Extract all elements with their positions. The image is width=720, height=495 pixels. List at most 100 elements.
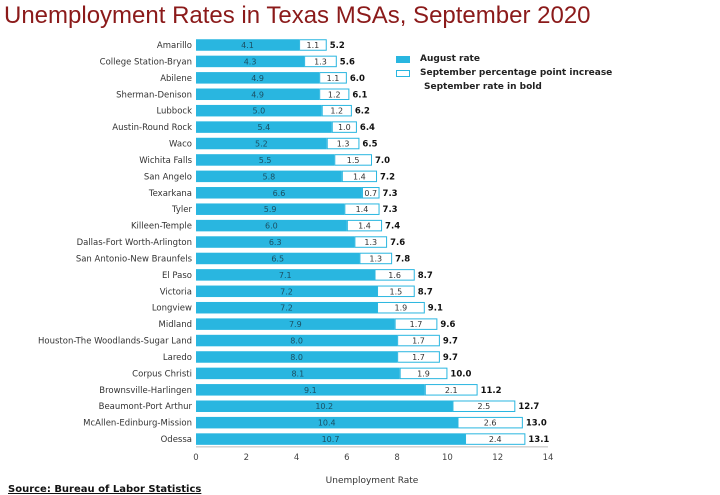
value-label-august-dallas-fort-worth-arlington: 6.3 bbox=[269, 238, 282, 247]
value-label-august-corpus-christi: 8.1 bbox=[291, 369, 304, 378]
bar-september-increase-san-antonio-new-braunfels bbox=[359, 252, 393, 265]
value-label-september-victoria: 8.7 bbox=[418, 287, 433, 297]
x-tick-label-10: 10 bbox=[442, 453, 453, 463]
bar-august-midland bbox=[196, 318, 395, 330]
bar-september-increase-corpus-christi bbox=[399, 367, 448, 380]
category-label-midland: Midland bbox=[159, 320, 192, 330]
bar-september-increase-waco bbox=[326, 137, 360, 150]
value-label-increase-college-station-bryan: 1.3 bbox=[314, 57, 327, 66]
bar-september-increase-college-station-bryan bbox=[304, 55, 337, 68]
value-label-september-beaumont-port-arthur: 12.7 bbox=[518, 402, 539, 412]
value-label-september-el-paso: 8.7 bbox=[418, 271, 433, 281]
category-label-san-angelo: San Angelo bbox=[144, 172, 192, 182]
bar-august-austin-round-rock bbox=[196, 121, 332, 133]
value-label-increase-killeen-temple: 1.4 bbox=[358, 222, 371, 231]
value-label-increase-corpus-christi: 1.9 bbox=[417, 369, 430, 378]
bar-september-increase-san-angelo bbox=[341, 170, 378, 183]
value-label-september-corpus-christi: 10.0 bbox=[450, 369, 471, 379]
x-tick-label-14: 14 bbox=[543, 453, 554, 463]
value-label-august-laredo: 8.0 bbox=[290, 353, 303, 362]
bar-september-increase-odessa bbox=[465, 433, 526, 445]
bar-august-amarillo bbox=[196, 39, 300, 51]
legend-swatch-september-increase bbox=[396, 69, 410, 77]
bar-september-increase-brownsville-harlingen bbox=[424, 384, 478, 396]
value-label-increase-amarillo: 1.1 bbox=[307, 41, 320, 50]
bar-september-increase-killeen-temple bbox=[346, 219, 383, 232]
bar-august-tyler bbox=[196, 203, 345, 215]
value-label-increase-midland: 1.7 bbox=[410, 320, 423, 329]
value-label-september-sherman-denison: 6.1 bbox=[352, 90, 367, 100]
legend-item-august: August rate bbox=[396, 52, 612, 66]
bar-august-killeen-temple bbox=[196, 219, 347, 232]
value-label-increase-san-antonio-new-braunfels: 1.3 bbox=[369, 254, 382, 263]
value-label-september-wichita-falls: 7.0 bbox=[375, 156, 390, 166]
legend-item-september-increase: September percentage point increase bbox=[396, 66, 612, 80]
bar-september-increase-sherman-denison bbox=[319, 88, 350, 101]
category-label-brownsville-harlingen: Brownsville-Harlingen bbox=[99, 386, 192, 396]
bar-september-increase-longview bbox=[377, 301, 425, 314]
bar-september-increase-beaumont-port-arthur bbox=[452, 400, 516, 412]
category-label-san-antonio-new-braunfels: San Antonio-New Braunfels bbox=[76, 254, 193, 264]
value-label-increase-austin-round-rock: 1.0 bbox=[338, 123, 351, 132]
value-label-august-odessa: 10.7 bbox=[322, 435, 340, 444]
value-label-august-el-paso: 7.1 bbox=[279, 271, 292, 280]
value-label-august-lubbock: 5.0 bbox=[252, 107, 265, 116]
value-label-increase-el-paso: 1.6 bbox=[388, 271, 401, 280]
category-label-texarkana: Texarkana bbox=[148, 189, 192, 199]
bar-august-waco bbox=[196, 137, 327, 150]
bar-august-college-station-bryan bbox=[196, 55, 305, 68]
bar-september-increase-dallas-fort-worth-arlington bbox=[354, 236, 388, 248]
category-label-waco: Waco bbox=[169, 140, 192, 150]
value-label-increase-odessa: 2.4 bbox=[489, 435, 502, 444]
category-label-killeen-temple: Killeen-Temple bbox=[131, 222, 192, 232]
value-label-increase-brownsville-harlingen: 2.1 bbox=[445, 386, 458, 395]
value-label-increase-beaumont-port-arthur: 2.5 bbox=[478, 402, 491, 411]
bar-august-lubbock bbox=[196, 104, 322, 117]
x-tick-label-12: 12 bbox=[492, 453, 503, 463]
bar-august-laredo bbox=[196, 351, 398, 363]
category-label-corpus-christi: Corpus Christi bbox=[132, 369, 192, 379]
bar-september-increase-austin-round-rock bbox=[331, 121, 357, 133]
category-label-victoria: Victoria bbox=[160, 287, 192, 297]
chart-title: Unemployment Rates in Texas MSAs, Septem… bbox=[4, 2, 591, 29]
bar-september-increase-laredo bbox=[397, 351, 440, 363]
value-label-september-midland: 9.6 bbox=[440, 320, 455, 330]
category-label-college-station-bryan: College Station-Bryan bbox=[100, 57, 192, 67]
value-label-august-amarillo: 4.1 bbox=[241, 41, 254, 50]
value-label-september-austin-round-rock: 6.4 bbox=[360, 123, 375, 133]
bar-august-longview bbox=[196, 301, 378, 314]
value-label-increase-tyler: 1.4 bbox=[356, 205, 369, 214]
bar-september-increase-el-paso bbox=[374, 269, 415, 281]
x-tick-label-4: 4 bbox=[294, 453, 299, 463]
value-label-september-houston-the-woodlands-sugar-land: 9.7 bbox=[443, 337, 458, 347]
category-label-wichita-falls: Wichita Falls bbox=[139, 156, 192, 166]
value-label-increase-waco: 1.3 bbox=[337, 140, 350, 149]
bar-august-san-antonio-new-braunfels bbox=[196, 252, 360, 265]
bar-september-increase-lubbock bbox=[321, 104, 352, 117]
bar-august-sherman-denison bbox=[196, 88, 320, 101]
value-label-august-abilene: 4.9 bbox=[251, 74, 264, 83]
value-label-august-austin-round-rock: 5.4 bbox=[258, 123, 271, 132]
bar-august-mcallen-edinburg-mission bbox=[196, 416, 458, 429]
value-label-august-victoria: 7.2 bbox=[280, 287, 293, 296]
legend: August rate September percentage point i… bbox=[396, 52, 612, 94]
value-label-august-beaumont-port-arthur: 10.2 bbox=[315, 402, 333, 411]
value-label-august-midland: 7.9 bbox=[289, 320, 302, 329]
bar-september-increase-houston-the-woodlands-sugar-land bbox=[397, 334, 440, 347]
legend-label-september-increase: September percentage point increase bbox=[420, 68, 613, 78]
legend-note-bold: bold bbox=[519, 82, 542, 92]
bar-september-increase-abilene bbox=[319, 72, 347, 84]
value-label-august-brownsville-harlingen: 9.1 bbox=[304, 386, 317, 395]
value-label-increase-dallas-fort-worth-arlington: 1.3 bbox=[364, 238, 377, 247]
value-label-september-abilene: 6.0 bbox=[350, 74, 365, 84]
value-label-august-longview: 7.2 bbox=[280, 304, 293, 313]
category-label-amarillo: Amarillo bbox=[157, 41, 192, 51]
value-label-september-laredo: 9.7 bbox=[443, 353, 458, 363]
value-label-august-killeen-temple: 6.0 bbox=[265, 222, 278, 231]
x-tick-label-0: 0 bbox=[193, 453, 198, 463]
category-label-austin-round-rock: Austin-Round Rock bbox=[112, 123, 192, 133]
value-label-september-texarkana: 7.3 bbox=[383, 189, 398, 199]
value-label-august-waco: 5.2 bbox=[255, 140, 268, 149]
bar-august-abilene bbox=[196, 72, 320, 84]
bar-august-houston-the-woodlands-sugar-land bbox=[196, 334, 398, 347]
